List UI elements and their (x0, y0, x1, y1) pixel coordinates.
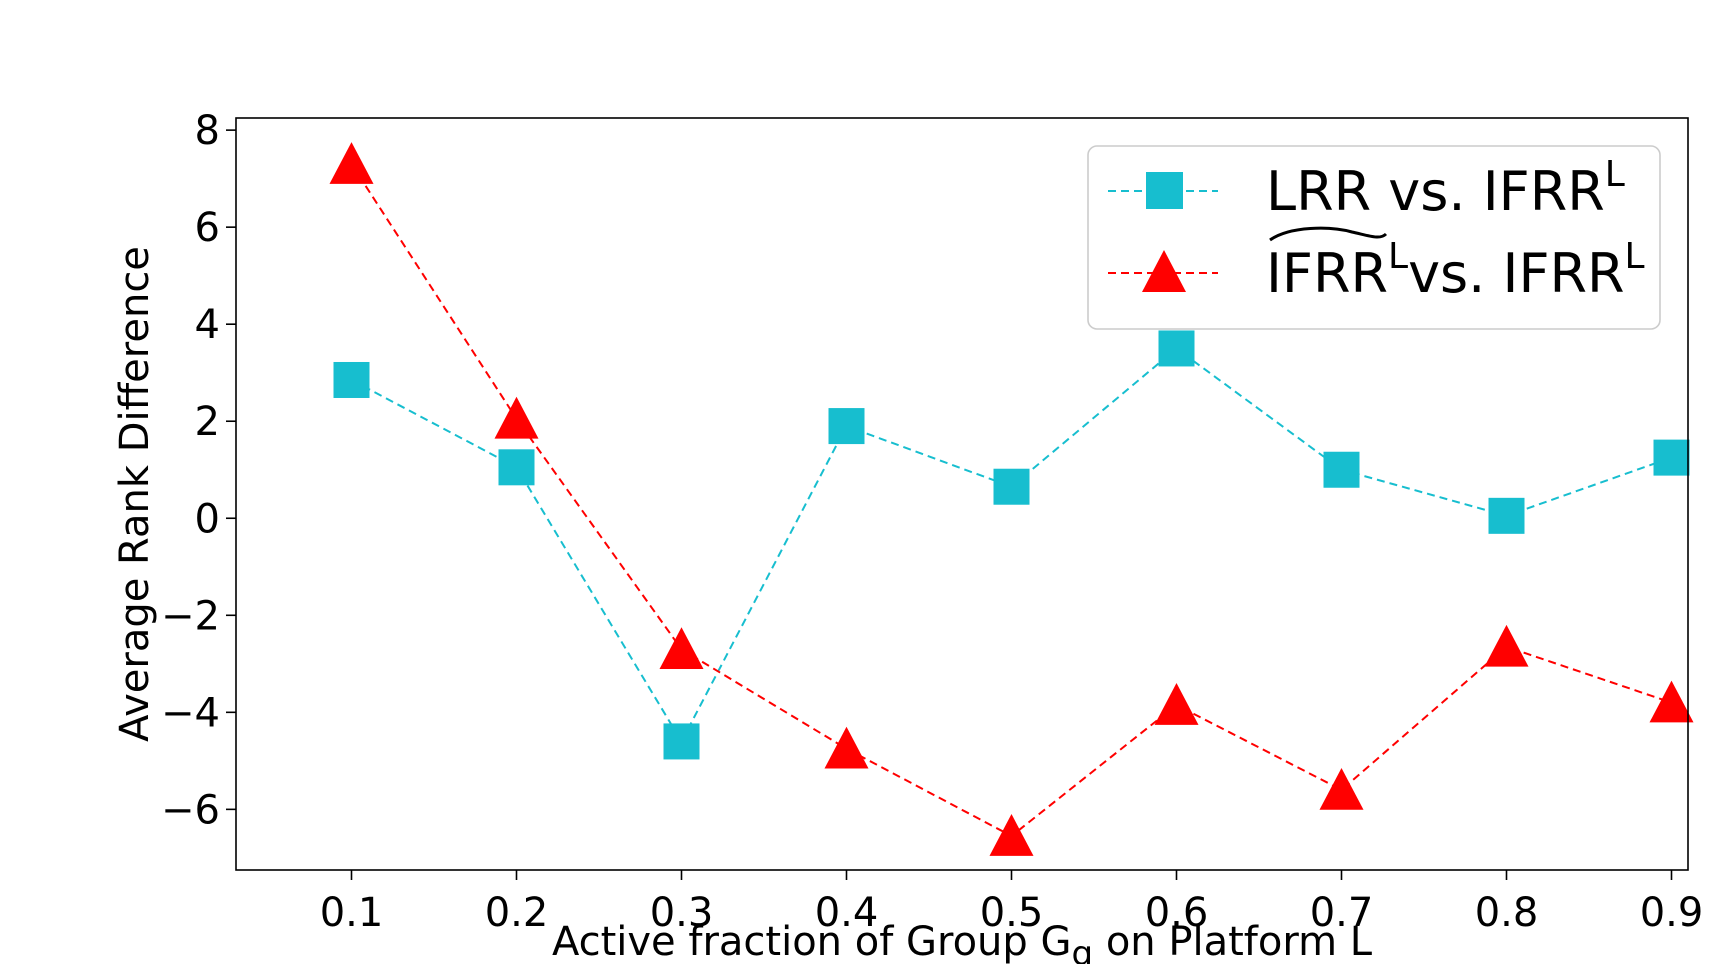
data-point-square (1158, 330, 1195, 367)
data-point-triangle (1154, 683, 1199, 725)
x-tick-label: 0.3 (650, 890, 714, 936)
data-point-square (1488, 497, 1525, 534)
x-tick-label: 0.5 (980, 890, 1044, 936)
x-axis-title: Active fraction of Group Gg on Platform … (552, 919, 1373, 964)
y-tick-label: 2 (195, 399, 220, 445)
legend-tilde-accent (1269, 226, 1388, 242)
y-axis-title: Average Rank Difference (112, 246, 158, 742)
data-point-square (663, 723, 700, 760)
data-point-triangle (329, 142, 374, 184)
y-tick-label: 6 (195, 205, 220, 251)
y-tick-label: 8 (195, 108, 220, 154)
data-point-triangle (659, 627, 704, 670)
data-point-square (828, 408, 865, 445)
legend-marker-square (1146, 172, 1183, 209)
x-tick-label: 0.4 (815, 890, 879, 936)
y-tick-label: −4 (161, 690, 220, 736)
data-point-triangle (1484, 624, 1529, 667)
x-tick-label: 0.2 (485, 890, 549, 936)
y-tick-label: −6 (161, 787, 220, 833)
plot-area-frame (235, 117, 1689, 871)
y-tick-label: −2 (161, 593, 220, 639)
data-point-square (333, 361, 370, 398)
x-tick-label: 0.8 (1475, 890, 1539, 936)
data-point-triangle (1649, 680, 1694, 723)
legend: LRR vs. IFRRL IFRRLvs. IFRRL (1087, 145, 1661, 330)
y-tick-label: 4 (195, 302, 220, 348)
legend-label-ifrr: IFRRLvs. IFRRL (1266, 236, 1645, 305)
y-tick-label: 0 (195, 496, 220, 542)
data-point-square (993, 468, 1030, 505)
legend-marker-triangle (1142, 250, 1186, 292)
data-point-triangle (824, 726, 869, 769)
data-point-square (1323, 451, 1360, 488)
data-point-square (1653, 439, 1690, 476)
data-point-square (498, 449, 535, 486)
series-line-0 (351, 347, 1672, 744)
x-axis: 0.1 0.2 0.3 0.4 0.5 0.6 0.7 0.8 0.9 (320, 870, 1704, 936)
x-tick-label: 0.1 (320, 890, 384, 936)
data-point-triangle (494, 396, 539, 439)
data-point-triangle (989, 814, 1034, 856)
legend-label-lrr: LRR vs. IFRRL (1266, 154, 1625, 223)
x-tick-label: 0.6 (1145, 890, 1209, 936)
x-tick-label: 0.9 (1640, 890, 1704, 936)
data-point-triangle (1319, 767, 1364, 810)
x-tick-label: 0.7 (1310, 890, 1374, 936)
series-markers (329, 142, 1694, 856)
y-axis: 8 6 4 2 0 −2 −4 −6 (161, 108, 236, 833)
